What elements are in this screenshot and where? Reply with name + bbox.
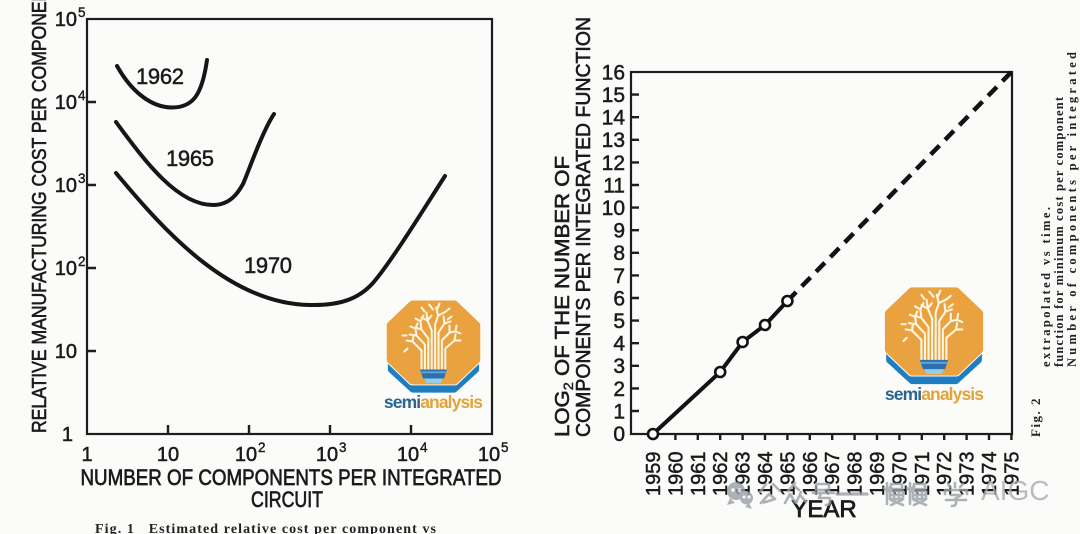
svg-text:function for minimum cost per: function for minimum cost per component bbox=[1052, 96, 1066, 367]
svg-text:extrapolated vs time.: extrapolated vs time. bbox=[1039, 207, 1053, 367]
svg-text:YEAR: YEAR bbox=[791, 496, 856, 523]
svg-text:1969: 1969 bbox=[867, 452, 889, 497]
svg-text:1974: 1974 bbox=[979, 452, 1001, 497]
svg-text:2: 2 bbox=[78, 254, 86, 269]
svg-text:semianalysis: semianalysis bbox=[384, 392, 483, 412]
svg-text:2: 2 bbox=[258, 440, 266, 455]
svg-text:5: 5 bbox=[78, 5, 86, 20]
svg-text:12: 12 bbox=[602, 152, 625, 175]
svg-text:1962: 1962 bbox=[710, 452, 732, 497]
svg-text:1972: 1972 bbox=[934, 452, 956, 497]
svg-text:4: 4 bbox=[613, 333, 625, 356]
svg-text:1975: 1975 bbox=[1001, 452, 1023, 497]
svg-text:semianalysis: semianalysis bbox=[885, 384, 984, 404]
svg-text:13: 13 bbox=[602, 129, 625, 152]
svg-text:10: 10 bbox=[55, 92, 77, 114]
svg-text:LOG2 OF THE NUMBER OF: LOG2 OF THE NUMBER OF bbox=[551, 156, 576, 437]
svg-text:10: 10 bbox=[55, 175, 77, 197]
svg-text:11: 11 bbox=[603, 174, 625, 197]
svg-text:9: 9 bbox=[613, 220, 625, 243]
svg-text:1960: 1960 bbox=[665, 452, 687, 497]
svg-text:10: 10 bbox=[157, 444, 179, 466]
svg-text:1965: 1965 bbox=[166, 146, 214, 171]
svg-text:3: 3 bbox=[613, 355, 625, 378]
svg-text:10: 10 bbox=[55, 9, 77, 31]
svg-text:NUMBER OF COMPONENTS PER INTEG: NUMBER OF COMPONENTS PER INTEGRATED bbox=[81, 465, 502, 490]
svg-text:10: 10 bbox=[397, 444, 419, 466]
svg-text:10: 10 bbox=[478, 444, 500, 466]
svg-text:COMPONENTS PER INTEGRATED FUNC: COMPONENTS PER INTEGRATED FUNCTION bbox=[572, 17, 595, 437]
svg-text:4: 4 bbox=[78, 88, 86, 103]
svg-text:1962: 1962 bbox=[136, 64, 184, 89]
svg-text:10: 10 bbox=[235, 444, 257, 466]
svg-text:8: 8 bbox=[613, 242, 625, 265]
svg-text:CIRCUIT: CIRCUIT bbox=[251, 487, 323, 512]
svg-text:14: 14 bbox=[602, 107, 626, 130]
svg-text:3: 3 bbox=[78, 171, 86, 186]
svg-text:10: 10 bbox=[602, 197, 625, 220]
svg-text:3: 3 bbox=[339, 440, 347, 455]
svg-text:10: 10 bbox=[316, 444, 338, 466]
svg-text:Fig. 2: Fig. 2 bbox=[1028, 397, 1043, 437]
svg-text:16: 16 bbox=[602, 61, 625, 84]
svg-text:0: 0 bbox=[613, 423, 625, 446]
svg-text:1: 1 bbox=[613, 400, 625, 423]
svg-text:Number of components per integ: Number of components per integrated bbox=[1065, 52, 1079, 367]
svg-text:1: 1 bbox=[81, 444, 92, 466]
svg-text:1968: 1968 bbox=[845, 452, 867, 497]
svg-text:RELATIVE MANUFACTURING COST PE: RELATIVE MANUFACTURING COST PER COMPONEN… bbox=[29, 0, 51, 433]
svg-text:10: 10 bbox=[55, 258, 77, 280]
svg-text:7: 7 bbox=[613, 265, 625, 288]
svg-text:5: 5 bbox=[613, 310, 625, 333]
svg-text:1959: 1959 bbox=[643, 452, 665, 497]
svg-text:1970: 1970 bbox=[244, 253, 292, 278]
svg-text:1: 1 bbox=[62, 424, 73, 446]
svg-text:Fig. 1 Estimated relative co: Fig. 1 Estimated relative cost per compo… bbox=[95, 522, 437, 534]
svg-text:15: 15 bbox=[602, 84, 625, 107]
svg-text:6: 6 bbox=[613, 287, 625, 310]
svg-text:AIGC: AIGC bbox=[981, 475, 1049, 506]
svg-text:10: 10 bbox=[55, 341, 77, 363]
svg-text:2: 2 bbox=[613, 378, 625, 401]
svg-text:5: 5 bbox=[501, 440, 509, 455]
svg-text:4: 4 bbox=[420, 440, 428, 455]
svg-text:1964: 1964 bbox=[755, 452, 777, 497]
svg-text:1961: 1961 bbox=[688, 452, 710, 497]
